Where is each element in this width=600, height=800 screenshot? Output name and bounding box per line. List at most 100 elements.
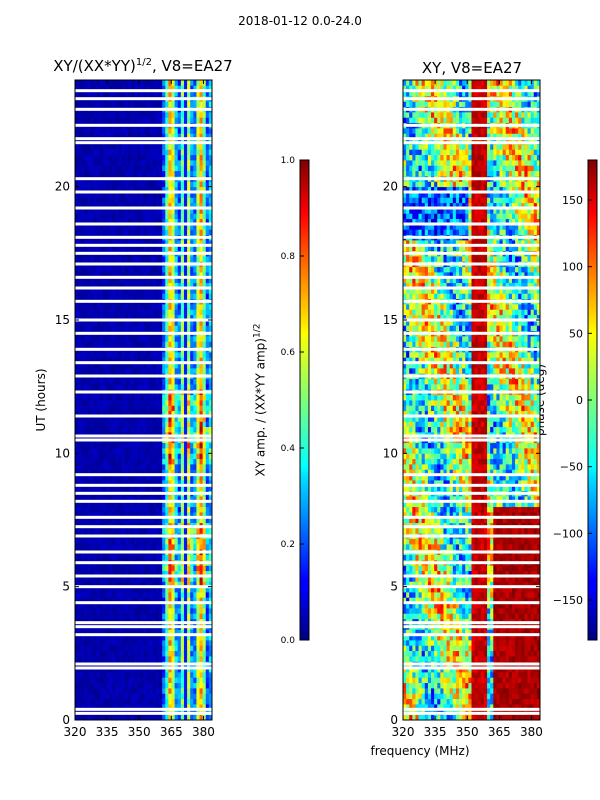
amp-cell xyxy=(124,581,129,588)
amp-cell xyxy=(171,325,176,332)
amp-cell xyxy=(152,448,157,454)
amp-cell xyxy=(199,352,204,358)
amp-cell xyxy=(152,229,157,236)
amp-cell xyxy=(146,320,151,326)
amp-cell xyxy=(127,640,132,646)
amp-cell xyxy=(87,229,91,236)
amp-cell xyxy=(87,245,91,252)
amp-cell xyxy=(109,165,113,172)
amp-cell xyxy=(171,613,176,620)
amp-cell xyxy=(124,666,129,673)
amp-cell xyxy=(152,341,157,348)
amp-cell xyxy=(90,501,95,508)
amp-cell xyxy=(152,416,157,422)
amp-cell xyxy=(183,320,188,326)
amp-cell xyxy=(78,506,82,513)
amp-cell xyxy=(106,160,110,166)
amp-cell xyxy=(174,426,179,433)
amp-cell xyxy=(106,90,110,97)
amp-cell xyxy=(84,554,88,561)
amp-cell xyxy=(165,714,169,721)
amp-cell xyxy=(146,597,151,604)
amp-cell xyxy=(165,512,169,518)
amp-cell xyxy=(87,133,91,140)
amp-cell xyxy=(75,512,79,518)
amp-cell xyxy=(109,282,113,289)
amp-cell xyxy=(106,288,110,294)
amp-cell xyxy=(112,325,116,332)
amp-cell xyxy=(193,341,197,348)
amp-cell xyxy=(165,378,169,385)
amp-cell xyxy=(146,128,151,134)
amp-cell xyxy=(103,448,107,454)
amp-cell xyxy=(165,576,169,582)
amp-cell xyxy=(155,640,160,646)
amp-cell xyxy=(109,256,113,262)
amp-cell xyxy=(118,277,123,284)
amp-cell xyxy=(118,405,123,412)
amp-cell xyxy=(99,634,104,641)
amp-cell xyxy=(87,581,91,588)
amp-cell xyxy=(143,474,148,481)
amp-cell xyxy=(90,405,95,412)
amp-cell xyxy=(199,544,204,550)
amp-cell xyxy=(180,240,185,246)
amp-cell xyxy=(159,341,163,348)
amp-cell xyxy=(183,101,188,108)
amp-cell xyxy=(149,613,154,620)
amp-cell xyxy=(155,256,160,262)
amp-cell xyxy=(109,538,113,545)
amp-cell xyxy=(90,517,95,524)
amp-cell xyxy=(124,352,129,358)
amp-cell xyxy=(159,714,163,721)
amp-cell xyxy=(152,170,157,177)
amp-cell xyxy=(106,666,110,673)
amp-cell xyxy=(118,634,123,641)
amp-cell xyxy=(137,181,141,188)
amp-cell xyxy=(165,458,169,465)
amp-cell xyxy=(93,266,98,273)
amp-cell xyxy=(78,357,82,364)
amp-cell xyxy=(193,80,197,86)
amp-cell xyxy=(159,656,163,662)
amp-cell xyxy=(134,320,138,326)
amp-cell xyxy=(199,416,204,422)
amp-cell xyxy=(106,202,110,209)
amp-cell xyxy=(121,304,126,310)
amp-cell xyxy=(149,714,154,721)
amp-cell xyxy=(121,314,126,321)
amp-cell xyxy=(165,186,169,193)
amp-cell xyxy=(162,453,166,460)
amp-cell xyxy=(99,266,104,273)
amp-cell xyxy=(183,149,188,156)
amp-cell xyxy=(93,154,98,161)
amp-cell xyxy=(81,133,85,140)
amp-cell xyxy=(78,698,82,705)
amp-cell xyxy=(78,288,82,294)
amp-cell xyxy=(87,704,91,710)
amp-cell xyxy=(174,458,179,465)
amp-cell xyxy=(115,357,119,364)
amp-cell xyxy=(103,592,107,598)
amp-cell xyxy=(168,288,172,294)
amp-cell xyxy=(106,581,110,588)
amp-cell xyxy=(137,282,141,289)
amp-cell xyxy=(115,336,119,342)
amp-cell xyxy=(93,672,98,678)
amp-cell xyxy=(121,682,126,689)
amp-cell xyxy=(183,613,188,620)
amp-cell xyxy=(187,282,191,289)
amp-cell xyxy=(90,186,95,193)
amp-cell xyxy=(103,426,107,433)
amp-cell xyxy=(143,570,148,577)
amp-cell xyxy=(183,256,188,262)
amp-cell xyxy=(180,416,185,422)
amp-cell xyxy=(75,581,79,588)
amp-cell xyxy=(193,586,197,593)
amp-cell xyxy=(183,362,188,369)
amp-cell xyxy=(199,469,204,476)
amp-cell xyxy=(127,362,132,369)
amp-cell xyxy=(146,208,151,214)
amp-cell xyxy=(177,677,182,684)
amp-cell xyxy=(93,645,98,652)
